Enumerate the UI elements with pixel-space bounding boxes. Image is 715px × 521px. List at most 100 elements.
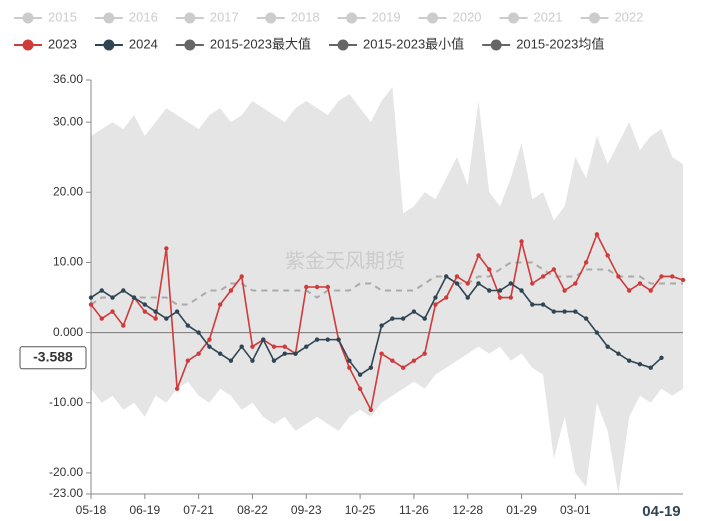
data-point bbox=[454, 281, 460, 286]
data-point bbox=[228, 288, 234, 293]
data-point bbox=[573, 281, 578, 286]
data-point bbox=[228, 358, 234, 363]
data-point bbox=[121, 323, 126, 328]
y-tick-label: 0.000 bbox=[53, 325, 83, 339]
data-point bbox=[379, 323, 384, 328]
data-point bbox=[153, 316, 158, 321]
data-point bbox=[390, 358, 395, 363]
data-point bbox=[411, 309, 417, 314]
legend-item[interactable]: 2017 bbox=[175, 9, 239, 24]
data-point bbox=[680, 277, 686, 283]
data-point bbox=[583, 316, 589, 321]
x-tick-label: 03-01 bbox=[560, 503, 591, 517]
watermark: 紫金天风期货 bbox=[285, 249, 405, 272]
legend-item[interactable]: 2024 bbox=[94, 36, 158, 51]
data-point bbox=[497, 295, 503, 300]
data-point bbox=[508, 295, 513, 300]
data-point bbox=[551, 267, 557, 272]
legend-label: 2015 bbox=[48, 9, 77, 24]
data-point bbox=[304, 344, 309, 349]
data-point bbox=[444, 274, 449, 279]
data-point bbox=[626, 288, 632, 293]
legend-item[interactable]: 2023 bbox=[14, 36, 77, 51]
data-point bbox=[487, 288, 492, 293]
legend-label: 2020 bbox=[453, 9, 482, 24]
data-point bbox=[465, 295, 470, 300]
legend-label: 2021 bbox=[534, 9, 563, 24]
data-point bbox=[293, 351, 298, 356]
legend-icon-dot bbox=[508, 12, 520, 24]
legend-item[interactable]: 2018 bbox=[256, 9, 320, 24]
legend-item[interactable]: 2019 bbox=[337, 9, 401, 24]
data-point bbox=[659, 274, 664, 279]
data-point bbox=[368, 407, 374, 412]
data-point bbox=[379, 351, 384, 356]
legend-item[interactable]: 2016 bbox=[94, 9, 158, 24]
data-point bbox=[422, 316, 427, 321]
data-point bbox=[605, 253, 610, 258]
average-line bbox=[90, 261, 683, 306]
legend-item[interactable]: 2022 bbox=[580, 9, 643, 24]
data-point bbox=[174, 309, 180, 314]
legend-icon-dot bbox=[22, 39, 34, 51]
y-tick-label: -10.00 bbox=[49, 395, 83, 409]
data-point bbox=[164, 316, 169, 321]
legend-icon-dot bbox=[22, 12, 34, 24]
data-point bbox=[347, 358, 352, 363]
legend-label: 2016 bbox=[129, 9, 158, 24]
data-point bbox=[142, 309, 148, 314]
data-point bbox=[142, 302, 148, 307]
legend-label: 2023 bbox=[48, 36, 77, 51]
legend-icon-dot bbox=[346, 12, 358, 24]
data-point bbox=[573, 309, 578, 314]
data-point bbox=[325, 284, 330, 290]
data-point bbox=[239, 274, 244, 279]
data-point bbox=[411, 358, 417, 363]
legend-item[interactable]: 2020 bbox=[418, 9, 482, 24]
data-point bbox=[207, 337, 212, 342]
legend-item[interactable]: 2015 bbox=[14, 9, 77, 24]
data-point bbox=[562, 288, 567, 293]
legend-label: 2017 bbox=[210, 9, 239, 24]
data-point bbox=[336, 337, 341, 342]
data-point bbox=[207, 344, 212, 349]
data-point bbox=[250, 358, 255, 363]
data-point bbox=[325, 337, 330, 342]
data-point bbox=[540, 274, 546, 279]
data-point bbox=[594, 330, 600, 335]
data-point bbox=[196, 351, 201, 356]
data-point bbox=[110, 295, 115, 300]
data-point bbox=[261, 337, 266, 342]
legend-icon-dot bbox=[265, 12, 277, 24]
data-point bbox=[88, 295, 94, 300]
data-point bbox=[476, 253, 481, 258]
data-point bbox=[196, 330, 201, 335]
legend-item[interactable]: 2015-2023最大值 bbox=[175, 36, 311, 51]
data-point bbox=[99, 288, 104, 293]
pointer-category: 04-19 bbox=[642, 503, 680, 520]
data-point bbox=[99, 316, 104, 321]
data-point bbox=[583, 260, 589, 265]
legend-item[interactable]: 2015-2023最小值 bbox=[329, 36, 464, 51]
data-point bbox=[185, 358, 191, 363]
data-point bbox=[530, 281, 535, 286]
legend-label: 2024 bbox=[129, 36, 158, 51]
y-tick-label: 20.00 bbox=[53, 184, 83, 198]
legend-label: 2022 bbox=[614, 9, 643, 24]
data-point bbox=[110, 309, 115, 314]
y-tick-label: -20.00 bbox=[49, 465, 83, 479]
data-point bbox=[422, 351, 427, 356]
data-point bbox=[670, 274, 675, 279]
y-tick-label: 10.00 bbox=[53, 255, 83, 269]
data-point bbox=[185, 323, 191, 328]
legend-item[interactable]: 2021 bbox=[499, 9, 563, 24]
data-point bbox=[314, 284, 320, 290]
data-point bbox=[400, 365, 406, 370]
legend-item[interactable]: 2015-2023均值 bbox=[482, 36, 604, 51]
legend-label: 2018 bbox=[291, 9, 320, 24]
data-point bbox=[444, 295, 449, 300]
data-point bbox=[174, 386, 180, 391]
x-tick-label: 06-19 bbox=[129, 503, 160, 517]
data-point bbox=[530, 302, 535, 307]
